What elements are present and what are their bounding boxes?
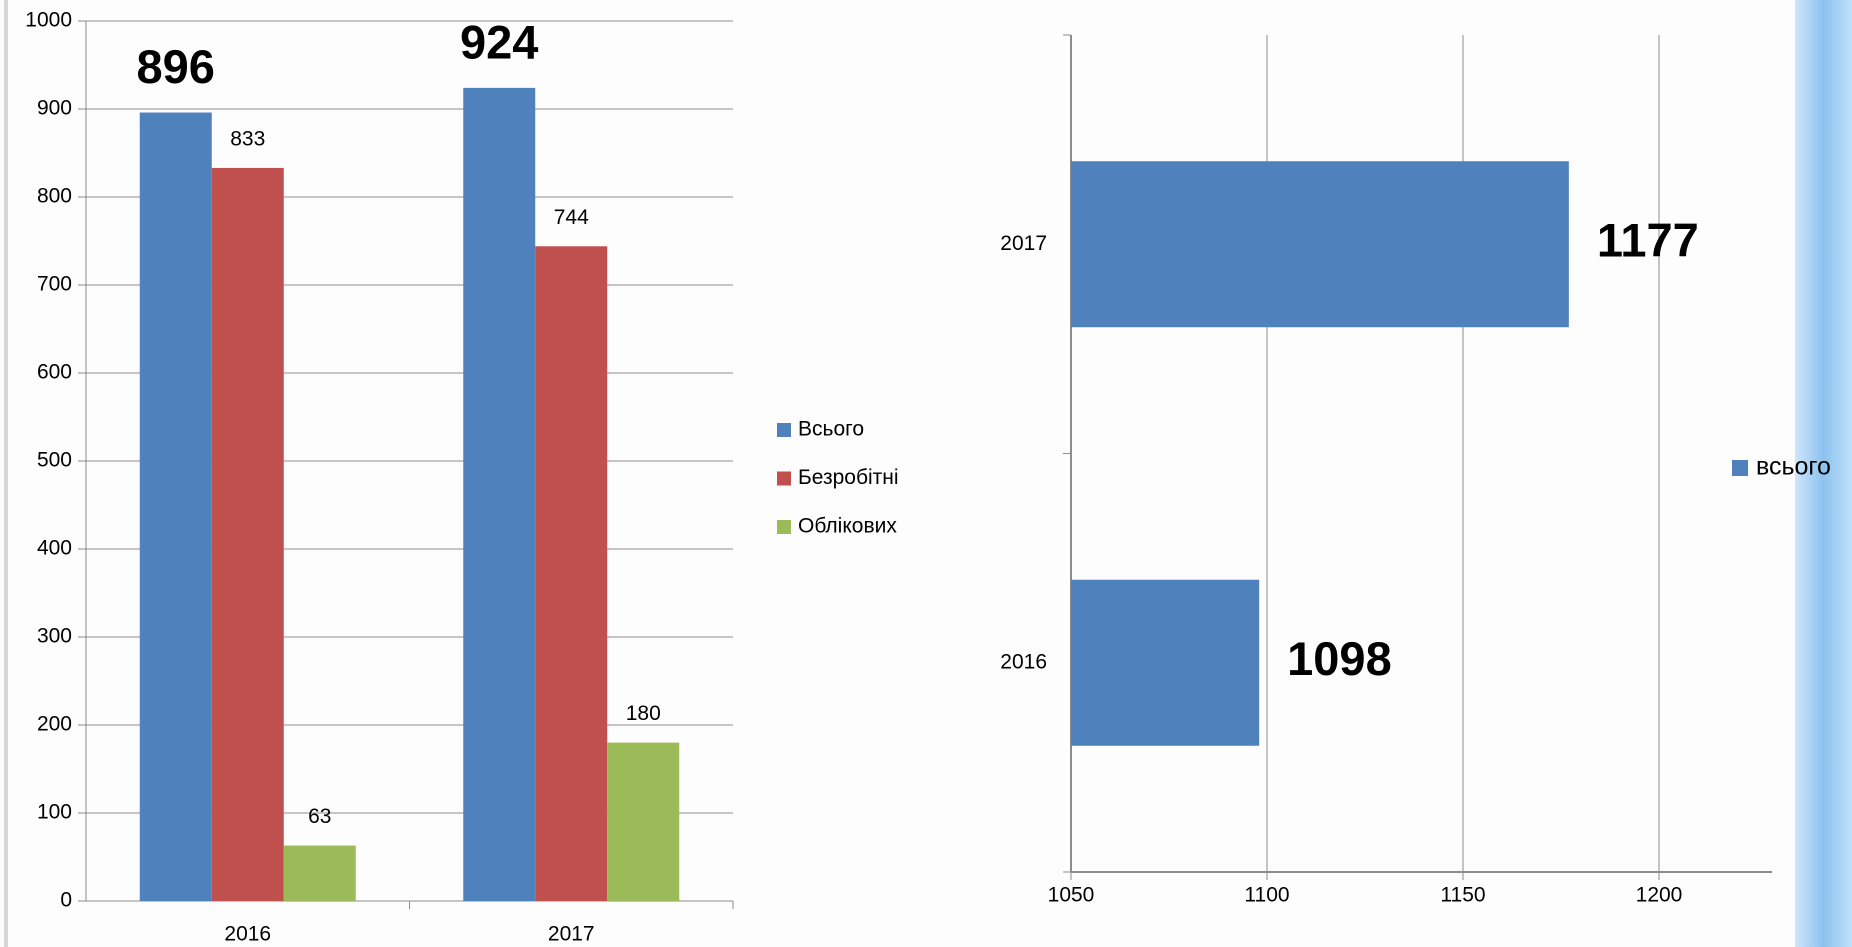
x-tick-label: 2016 <box>224 923 271 946</box>
x-tick-label: 2017 <box>548 923 595 946</box>
x-tick-label: 1050 <box>1048 884 1095 907</box>
x-tick-label: 1200 <box>1636 884 1683 907</box>
y-tick-label: 500 <box>37 449 72 472</box>
legend-label: всього <box>1756 453 1831 481</box>
y-tick-label: 200 <box>37 713 72 736</box>
data-label: 896 <box>137 40 215 93</box>
y-tick-label: 100 <box>37 801 72 824</box>
data-label: 63 <box>308 805 331 828</box>
y-tick-label: 2016 <box>1000 650 1047 673</box>
legend-swatch <box>1732 460 1748 476</box>
y-tick-label: 2017 <box>1000 232 1047 255</box>
x-tick-label: 1150 <box>1440 884 1485 907</box>
y-tick-label: 300 <box>37 625 72 648</box>
x-tick-label: 1100 <box>1244 884 1289 907</box>
bar <box>139 112 212 901</box>
y-tick-label: 600 <box>37 361 72 384</box>
data-label: 744 <box>554 206 589 229</box>
legend-swatch <box>777 471 791 486</box>
bar <box>535 246 608 901</box>
bar <box>607 742 680 901</box>
y-tick-label: 900 <box>37 97 72 120</box>
bar <box>1071 579 1260 746</box>
bar <box>1071 161 1569 328</box>
data-label: 1098 <box>1287 632 1392 685</box>
y-tick-label: 800 <box>37 185 72 208</box>
data-label: 180 <box>626 702 661 725</box>
data-label: 1177 <box>1597 214 1699 267</box>
legend-label: Облікових <box>798 515 897 538</box>
y-tick-label: 1000 <box>25 9 72 32</box>
data-label: 833 <box>230 128 265 151</box>
y-tick-label: 0 <box>60 889 72 912</box>
left-border <box>4 0 8 947</box>
y-tick-label: 700 <box>37 273 72 296</box>
legend-swatch <box>777 520 791 534</box>
bar <box>463 87 536 901</box>
y-tick-label: 400 <box>37 537 72 560</box>
legend-swatch <box>777 423 791 437</box>
bar <box>283 845 356 901</box>
legend-label: Всього <box>798 418 864 441</box>
bar <box>211 167 284 901</box>
data-label: 924 <box>460 15 538 68</box>
legend-label: Безробітні <box>798 466 899 489</box>
side-strip <box>1795 0 1852 947</box>
